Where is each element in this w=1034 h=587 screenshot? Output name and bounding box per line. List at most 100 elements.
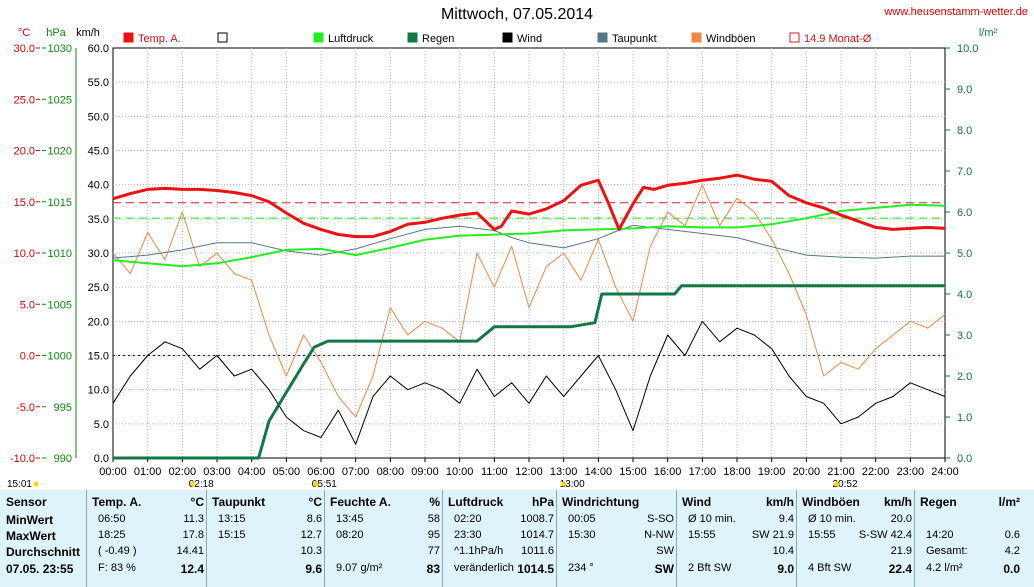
cell-left: 15:55 xyxy=(808,529,836,541)
column-separator xyxy=(914,490,915,587)
column-unit: l/m² xyxy=(998,495,1020,509)
column-separator xyxy=(676,490,677,587)
column-header: Temp. A. xyxy=(92,495,142,509)
sun-marker xyxy=(313,481,319,487)
x-tick-label: 14:00 xyxy=(585,466,613,478)
cell-left: 2 Bft SW xyxy=(688,562,732,574)
cell-left: 08:20 xyxy=(336,529,364,541)
cell-value: 22.4 xyxy=(888,562,912,576)
cell-value: 9.0 xyxy=(777,562,794,576)
column-header: Wind xyxy=(682,495,712,509)
wind-tick-label: 5.0 xyxy=(94,419,109,431)
rain-tick-label: 5.0 xyxy=(957,248,972,260)
cell-left: 4 Bft SW xyxy=(808,562,852,574)
sun-marker-label: 13:00 xyxy=(560,479,585,490)
temp-unit: °C xyxy=(18,27,30,39)
series-line xyxy=(113,284,945,460)
x-tick-label: 22:00 xyxy=(862,466,890,478)
press-tick-label: 990 xyxy=(54,453,72,465)
press-tick-label: 1015 xyxy=(48,197,72,209)
column-header: Windböen xyxy=(802,495,860,509)
press-tick-label: 995 xyxy=(54,402,72,414)
x-tick-label: 01:00 xyxy=(134,466,162,478)
site-link[interactable]: www.heusenstamm-wetter.de xyxy=(884,6,1028,18)
cell-value: S-SO xyxy=(647,513,674,525)
sun-marker xyxy=(33,481,39,487)
cell-left: 13:45 xyxy=(336,513,364,525)
cell-value: 20.0 xyxy=(890,513,912,525)
row-label: MaxWert xyxy=(6,529,56,543)
rain-tick-label: 7.0 xyxy=(957,166,972,178)
cell-value: 10.4 xyxy=(772,545,794,557)
cell-value: 9.6 xyxy=(305,562,322,576)
press-tick-label: 1005 xyxy=(48,299,72,311)
sun-marker xyxy=(190,481,196,487)
cell-value: SW xyxy=(654,562,674,576)
series-line xyxy=(112,184,946,418)
cell-value: 17.8 xyxy=(182,529,204,541)
legend-label: Temp. A. xyxy=(138,33,181,45)
series-line xyxy=(112,320,946,445)
temp-tick-label: 25.0 xyxy=(14,94,35,106)
column-separator xyxy=(556,490,557,587)
sun-marker-label: 05:51 xyxy=(312,479,337,490)
cell-left: 02:20 xyxy=(454,513,482,525)
cell-value: 1011.6 xyxy=(521,545,554,557)
wind-tick-label: 35.0 xyxy=(88,214,109,226)
rain-tick-label: 3.0 xyxy=(957,330,972,342)
cell-value: 4.2 xyxy=(1004,545,1020,557)
cell-value: 83 xyxy=(426,562,440,576)
temp-tick-label: 0.0 xyxy=(20,351,35,363)
temp-tick-label: -10.0 xyxy=(10,453,35,465)
column-unit: % xyxy=(429,495,440,509)
cell-left: 18:25 xyxy=(98,529,126,541)
x-tick-label: 16:00 xyxy=(654,466,682,478)
cell-value: 11.3 xyxy=(183,513,204,525)
cell-left: ( -0.49 ) xyxy=(98,545,137,557)
wind-tick-label: 60.0 xyxy=(88,43,109,55)
legend-swatch xyxy=(313,32,324,43)
legend-label: 14.9 Monat-Ø xyxy=(804,33,872,45)
wind-tick-label: 0.0 xyxy=(94,453,109,465)
cell-value: 9.4 xyxy=(778,513,794,525)
legend-label: Luftdruck xyxy=(328,33,374,45)
temp-tick-label: 20.0 xyxy=(14,146,35,158)
series-line xyxy=(112,173,946,239)
cell-left: Ø 10 min. xyxy=(688,513,736,525)
column-unit: km/h xyxy=(883,495,912,509)
x-tick-label: 05:00 xyxy=(273,466,301,478)
cell-left: 9.07 g/m² xyxy=(336,562,383,574)
weather-chart: 00:00 01:00 02:00 03:00 04:00 05:00 06:00 07:00… xyxy=(7,27,998,490)
x-tick-label: 10:00 xyxy=(446,466,474,478)
x-tick-label: 20:00 xyxy=(793,466,821,478)
legend-label: Regen xyxy=(422,33,454,45)
cell-value: 1014.5 xyxy=(517,562,554,576)
column-separator xyxy=(86,490,87,587)
cell-left: 00:05 xyxy=(568,513,596,525)
rain-tick-label: 4.0 xyxy=(957,289,972,301)
cell-value: 95 xyxy=(427,529,440,541)
row-label: 07.05. 23:55 xyxy=(6,562,74,576)
x-tick-label: 23:00 xyxy=(897,466,925,478)
cell-value: 14.41 xyxy=(176,545,204,557)
temp-tick-label: -5.0 xyxy=(16,402,35,414)
wind-tick-label: 40.0 xyxy=(88,180,109,192)
cell-left: F: 83 % xyxy=(98,562,136,574)
column-header: Windrichtung xyxy=(562,495,640,509)
rain-tick-label: 10.0 xyxy=(957,43,978,55)
temp-tick-label: 5.0 xyxy=(20,299,35,311)
column-header: Feuchte A. xyxy=(330,495,391,509)
cell-left: Ø 10 min. xyxy=(808,513,856,525)
cell-value: SW 21.9 xyxy=(751,529,794,541)
legend-label: Taupunkt xyxy=(612,33,657,45)
wind-tick-label: 45.0 xyxy=(88,146,109,158)
sun-marker xyxy=(833,481,839,487)
cell-value: 12.4 xyxy=(180,562,204,576)
row-label: MinWert xyxy=(6,513,54,527)
x-tick-label: 11:00 xyxy=(481,466,508,478)
cell-value: 0.0 xyxy=(1003,562,1020,576)
legend-swatch xyxy=(691,32,702,43)
x-tick-label: 04:00 xyxy=(238,466,266,478)
cell-value: 0.6 xyxy=(1004,529,1020,541)
legend-label: Windböen xyxy=(706,33,756,45)
